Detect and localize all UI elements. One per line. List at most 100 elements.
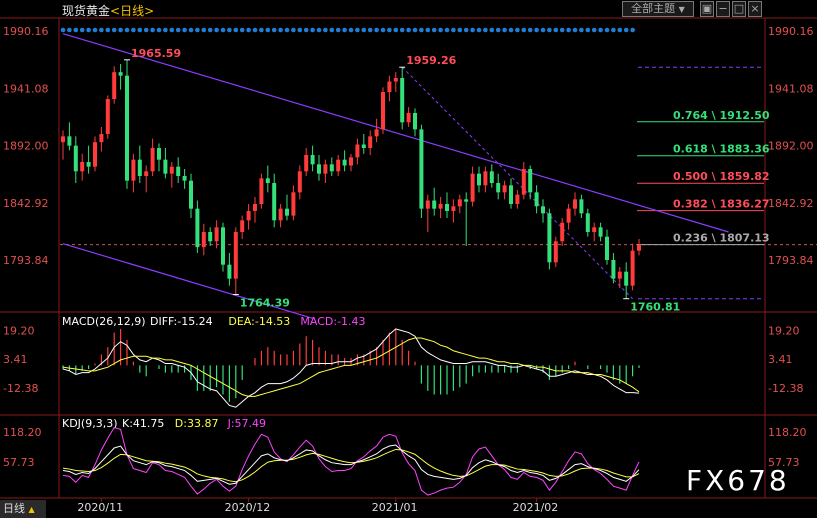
candle-body	[208, 232, 213, 242]
timeline-dot	[431, 27, 437, 33]
candle-body	[432, 200, 437, 209]
candle-body	[483, 171, 488, 186]
timeline-dot	[374, 27, 379, 33]
timeline-dot	[220, 27, 226, 33]
candle-body	[137, 159, 142, 176]
candle-body	[144, 171, 149, 176]
candle-body	[502, 185, 507, 193]
candle-body	[118, 72, 123, 76]
timeline-dot	[425, 27, 431, 33]
timeline-dot	[553, 27, 559, 33]
candle-body	[214, 227, 219, 242]
timeline-dot	[579, 27, 584, 33]
timeline-dot	[380, 27, 386, 33]
candle-body	[573, 199, 577, 209]
candle-body	[509, 185, 513, 204]
candle-body	[541, 206, 545, 214]
macd-legend-item: DIFF:-15.24	[150, 315, 213, 328]
macd-y-tick-left: -12.38	[3, 382, 38, 395]
timeline-dot	[131, 27, 136, 33]
kdj-j-line	[62, 426, 640, 496]
y-tick-right: 1793.84	[768, 254, 814, 267]
fib-level-label: 0.236 \ 1807.13	[673, 232, 770, 245]
candle-body	[201, 232, 206, 248]
kdj-k-line	[62, 444, 640, 485]
timeline-dot	[227, 27, 232, 33]
timeline-dot	[521, 27, 527, 33]
macd-y-tick-right: 19.20	[768, 324, 800, 337]
timeline-dot	[265, 27, 271, 33]
candle-body	[240, 220, 245, 232]
kdj-legend-item: J:57.49	[227, 417, 266, 430]
timeline-dot	[406, 27, 411, 33]
candle-body	[336, 159, 341, 172]
timeline-dot	[271, 27, 277, 33]
candle-body	[566, 208, 571, 223]
candle-body	[259, 178, 264, 204]
kdj-params-label: KDJ(9,3,3)	[62, 417, 118, 430]
timeline-dot	[559, 27, 565, 33]
timeline-dot	[348, 27, 354, 33]
extreme-label: 1965.59	[131, 47, 181, 60]
bottom-period-tab[interactable]: 日线 ▲	[0, 500, 46, 518]
candle-body	[451, 206, 456, 211]
theme-button[interactable]: 全部主题 ▼	[622, 1, 694, 17]
y-tick-left: 1941.08	[3, 82, 49, 95]
candle-body	[169, 166, 174, 174]
timeline-dot	[585, 27, 591, 33]
timeline-dot	[463, 27, 469, 33]
candle-body	[547, 213, 552, 263]
timeline-dot	[419, 27, 424, 33]
instrument-name[interactable]: 现货黄金	[62, 4, 111, 18]
x-tick-label: 2020/11	[77, 501, 123, 514]
candle-body	[189, 180, 193, 209]
timeline-dot	[79, 27, 85, 33]
timeline-dot	[329, 27, 335, 33]
candle-body	[361, 144, 366, 148]
close-icon[interactable]: ×	[748, 1, 762, 17]
timeline-dot	[124, 27, 130, 33]
timeline-dot	[342, 27, 347, 33]
candle-body	[93, 142, 97, 167]
timeline-dot	[495, 27, 501, 33]
timeline-dot	[137, 27, 143, 33]
minimize-icon[interactable]: −	[716, 1, 730, 17]
restore-icon[interactable]: ▣	[700, 1, 714, 17]
candle-body	[182, 176, 187, 181]
period-selector[interactable]: <日线>	[110, 4, 155, 18]
candle-body	[304, 155, 309, 172]
macd-dea-line	[62, 337, 640, 397]
candle-body	[253, 204, 257, 211]
candle-body	[400, 78, 405, 123]
candle-body	[477, 173, 481, 186]
timeline-dot	[169, 27, 175, 33]
extreme-label: 1959.26	[406, 54, 456, 67]
timeline-dot	[233, 27, 239, 33]
y-tick-right: 1990.16	[768, 25, 814, 38]
candle-body	[195, 208, 200, 248]
candle-body	[310, 155, 315, 165]
timeline-dot	[163, 27, 168, 33]
maximize-icon[interactable]: □	[732, 1, 746, 17]
candle-body	[630, 250, 635, 286]
candle-body	[381, 92, 385, 130]
candle-body	[291, 192, 296, 216]
timeline-dot	[188, 27, 194, 33]
candle-body	[131, 159, 136, 181]
kdj-y-tick-left: 57.73	[3, 456, 35, 469]
timeline-dot	[604, 27, 610, 33]
timeline-dot	[99, 27, 104, 33]
candle-body	[579, 199, 584, 214]
kdj-y-tick-right: 57.73	[768, 456, 800, 469]
timeline-dot	[239, 27, 245, 33]
candle-body	[457, 199, 462, 207]
y-tick-left: 1793.84	[3, 254, 49, 267]
candle-body	[387, 81, 392, 92]
timeline-dot	[515, 27, 520, 33]
timeline-dot	[92, 27, 98, 33]
y-tick-right: 1941.08	[768, 82, 814, 95]
candle-body	[413, 113, 417, 130]
kdj-legend-item: D:33.87	[175, 417, 219, 430]
